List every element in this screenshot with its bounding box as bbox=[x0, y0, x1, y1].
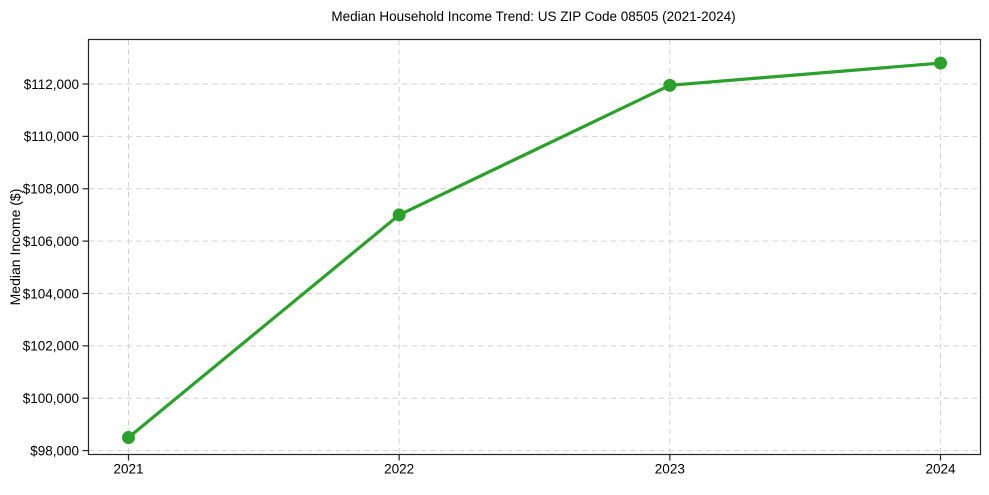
chart-title: Median Household Income Trend: US ZIP Co… bbox=[331, 9, 735, 24]
plot-frame bbox=[87, 38, 982, 456]
data-point-marker bbox=[934, 56, 947, 70]
data-point-marker bbox=[392, 208, 406, 222]
y-tick-label: $106,000 bbox=[23, 234, 79, 249]
data-point-marker bbox=[663, 78, 677, 92]
x-tick-label: 2022 bbox=[384, 462, 414, 477]
y-tick-label: $102,000 bbox=[23, 339, 79, 354]
y-tick-label: $112,000 bbox=[24, 77, 79, 92]
y-axis-label: Median Income ($) bbox=[7, 189, 23, 306]
trend-line bbox=[126, 61, 943, 440]
y-tick-label: $104,000 bbox=[23, 286, 79, 301]
x-tick-label: 2021 bbox=[113, 462, 143, 477]
y-tick-label: $108,000 bbox=[23, 182, 79, 197]
y-tick-label: $110,000 bbox=[24, 129, 79, 144]
x-tick-label: 2024 bbox=[925, 462, 956, 477]
x-tick-label: 2023 bbox=[655, 462, 685, 477]
plot-area: $98,000 $100,000 $102,000 $104,000 $106,000 $… bbox=[23, 38, 982, 477]
y-tick-label: $98,000 bbox=[30, 443, 79, 458]
data-point-marker bbox=[122, 430, 135, 444]
y-tick-label: $100,000 bbox=[23, 391, 79, 406]
